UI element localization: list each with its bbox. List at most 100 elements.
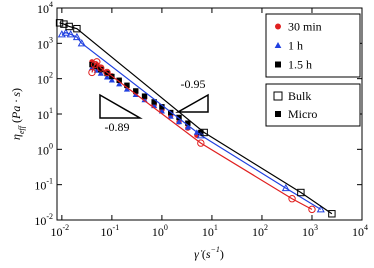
- legend-label: Bulk: [288, 89, 311, 103]
- legend-marker: [275, 23, 281, 30]
- tick-label: 10-1: [34, 177, 53, 193]
- tick-label: 103: [302, 223, 318, 239]
- marker: [65, 22, 73, 31]
- tick-label: 104: [37, 0, 53, 16]
- tick-exponent: 3: [314, 223, 318, 232]
- slope-triangle: [175, 93, 209, 113]
- marker: [61, 28, 70, 36]
- y-label-part: ): [9, 88, 23, 92]
- marker: [158, 107, 165, 114]
- y-label-part: eff: [17, 124, 26, 134]
- marker: [103, 68, 111, 77]
- series-line: [61, 32, 322, 210]
- marker: [175, 118, 183, 125]
- tick-base: 10: [252, 225, 264, 239]
- tick-base: 10: [37, 143, 49, 157]
- tick-label: 103: [37, 35, 53, 51]
- y-label-part: (: [9, 119, 23, 126]
- marker: [328, 210, 336, 218]
- tick-base: 10: [101, 225, 113, 239]
- marker: [88, 68, 96, 77]
- tick-exponent: 4: [49, 0, 53, 9]
- legend-marker: [275, 111, 281, 117]
- y-label-part: η: [9, 134, 23, 140]
- tick-base: 10: [37, 2, 49, 16]
- tick-exponent: -2: [63, 223, 70, 232]
- tick-base: 10: [37, 73, 49, 87]
- tick-label: 102: [37, 71, 53, 87]
- tick-exponent: -1: [113, 223, 120, 232]
- marker: [55, 19, 64, 27]
- marker: [297, 188, 305, 197]
- tick-exponent: 2: [49, 71, 53, 80]
- marker: [281, 183, 290, 192]
- tick-label: 104: [352, 223, 368, 239]
- tick-label: 10-1: [101, 223, 120, 239]
- marker: [60, 20, 68, 28]
- tick-label: 101: [37, 106, 53, 122]
- marker: [308, 205, 316, 214]
- marker: [93, 58, 101, 66]
- marker: [141, 93, 148, 99]
- marker: [97, 70, 104, 76]
- tick-base: 10: [34, 179, 46, 193]
- tick-base: 10: [37, 37, 49, 51]
- tick-exponent: 2: [264, 223, 268, 232]
- marker: [184, 124, 191, 130]
- legend-marker: [274, 41, 282, 48]
- tick-label: 10-2: [34, 212, 53, 228]
- tick-exponent: -1: [46, 177, 53, 186]
- tick-base: 10: [37, 108, 49, 122]
- marker: [123, 86, 130, 92]
- marker: [73, 24, 81, 33]
- tick-exponent: 1: [49, 106, 53, 115]
- tick-label: 100: [152, 223, 168, 239]
- marker: [167, 113, 174, 119]
- tick-label: 10-2: [51, 223, 70, 239]
- legend-marker: [275, 61, 281, 68]
- tick-exponent: 3: [49, 35, 53, 44]
- marker: [196, 131, 205, 139]
- legend-label: 30 min: [288, 20, 322, 34]
- tick-base: 10: [51, 225, 63, 239]
- x-axis-label: γ̇ (s−1): [194, 245, 224, 261]
- legend-box: [265, 83, 361, 127]
- tick-base: 10: [352, 225, 364, 239]
- tick-label: 101: [202, 223, 218, 239]
- marker: [72, 32, 81, 41]
- marker: [197, 139, 205, 147]
- tick-base: 10: [202, 225, 214, 239]
- legend-box: [265, 13, 361, 78]
- tick-base: 10: [302, 225, 314, 239]
- marker: [316, 205, 325, 213]
- tick-exponent: 0: [49, 141, 53, 150]
- tick-exponent: 0: [164, 223, 168, 232]
- tick-label: 100: [37, 141, 53, 157]
- marker: [77, 39, 86, 47]
- marker: [97, 64, 105, 72]
- marker: [108, 77, 115, 83]
- marker: [116, 80, 123, 87]
- tick-exponent: 4: [364, 223, 368, 232]
- marker: [66, 30, 75, 38]
- x-label-part: (: [199, 247, 206, 261]
- y-label-part: Pa · s: [9, 92, 23, 120]
- x-label-part: −1: [211, 245, 220, 254]
- slope-triangle: [99, 93, 143, 119]
- tick-label: 102: [252, 223, 268, 239]
- tick-exponent: 1: [214, 223, 218, 232]
- y-axis-label: ηeff (Pa · s): [9, 88, 26, 140]
- marker: [200, 128, 208, 137]
- legend-marker: [273, 91, 283, 101]
- legend-label: 1 h: [288, 39, 303, 53]
- tick-base: 10: [152, 225, 164, 239]
- x-label-part: ): [220, 247, 224, 261]
- series-line: [59, 22, 333, 215]
- marker: [103, 73, 111, 80]
- marker: [288, 195, 296, 203]
- marker: [133, 88, 139, 94]
- legend-label: Micro: [288, 107, 317, 121]
- slope-label: -0.95: [181, 77, 206, 91]
- x-label-part: γ̇: [194, 247, 203, 261]
